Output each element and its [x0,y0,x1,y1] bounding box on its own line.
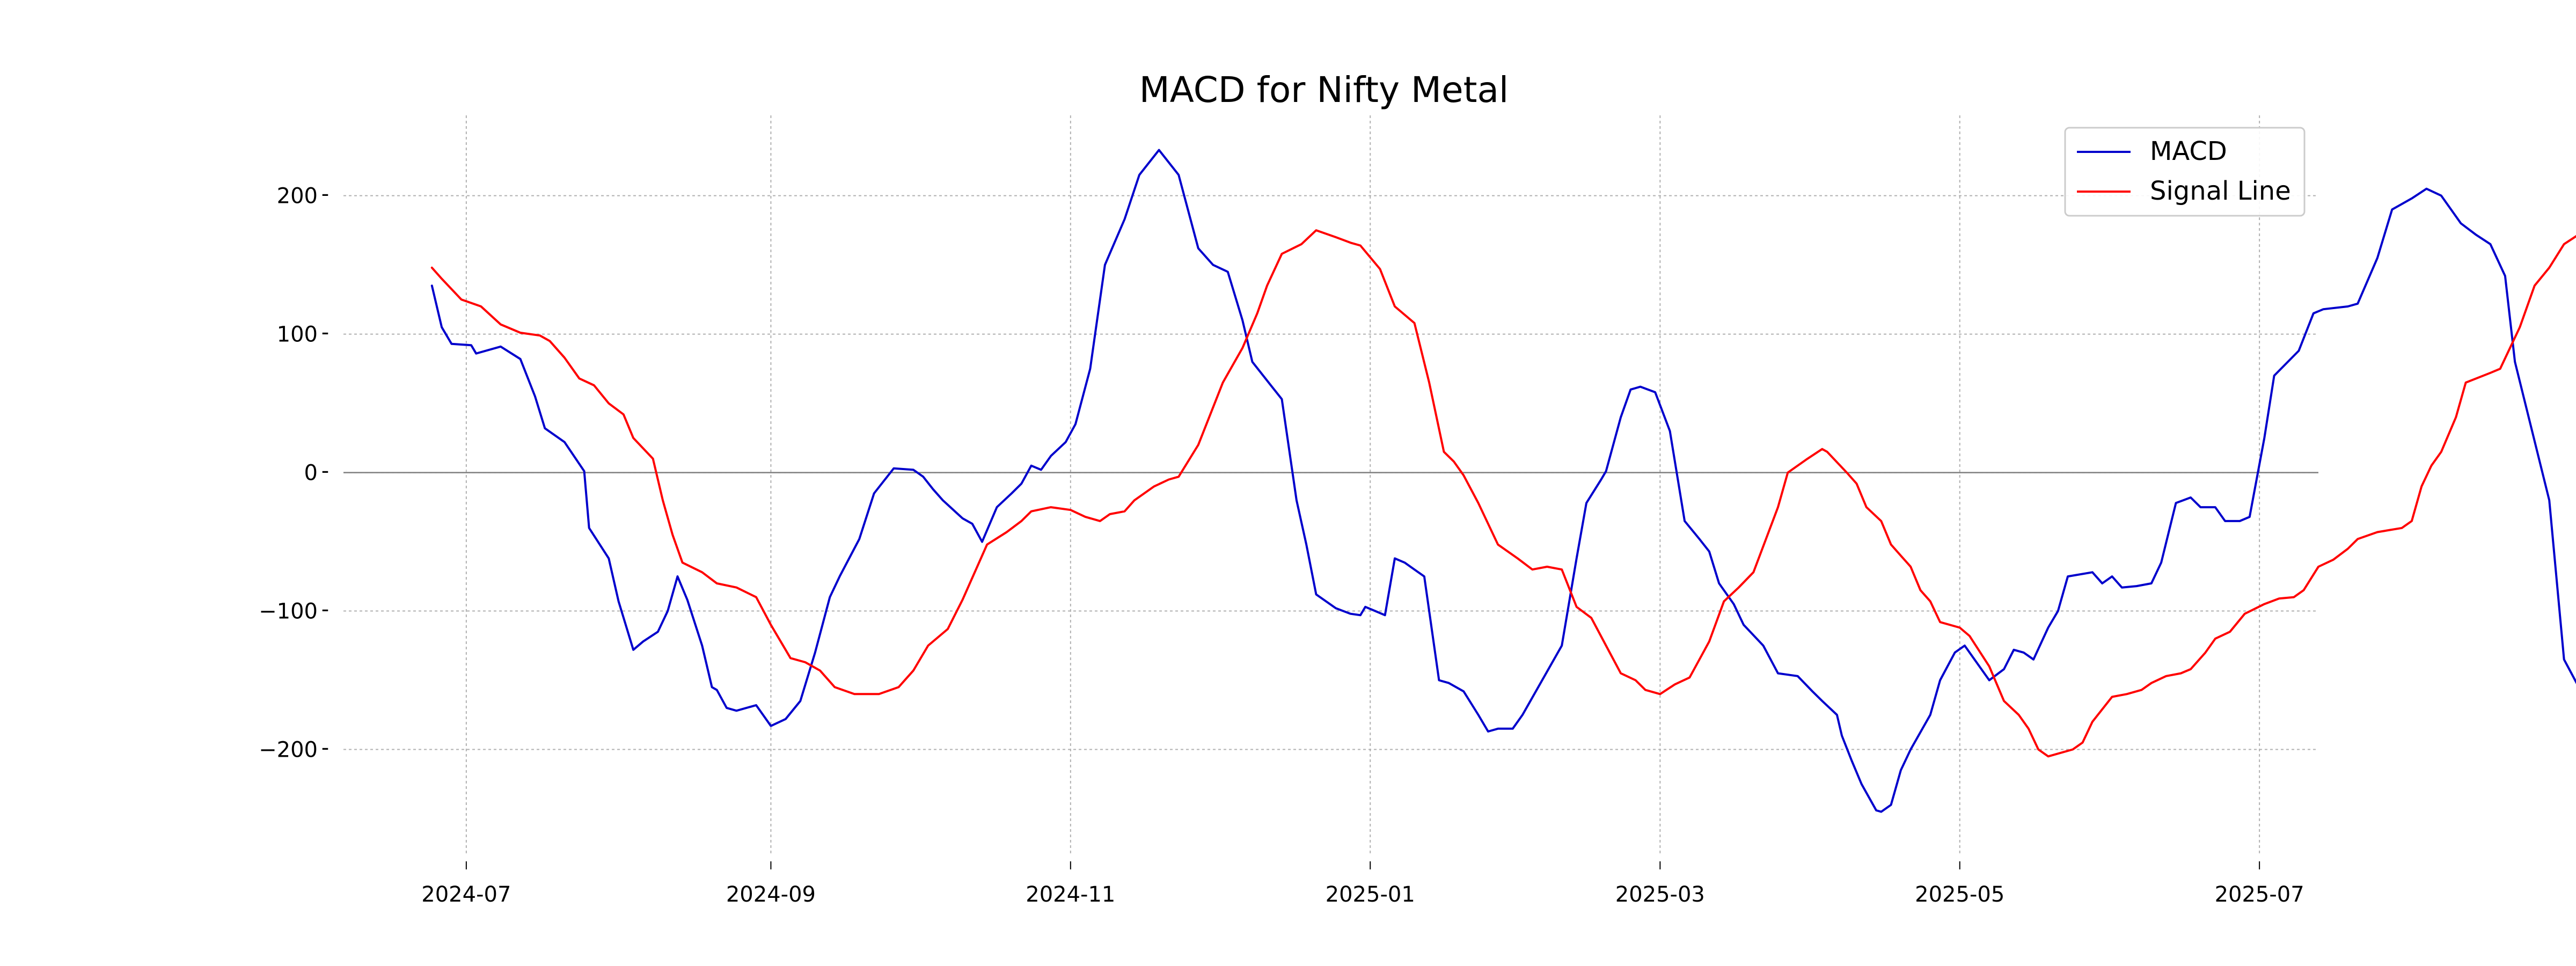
x-tick-label: 2024-07 [421,882,511,907]
x-tick-label: 2024-09 [726,882,816,907]
series-line-signal-line [430,229,2576,758]
y-tick-label: 100 [277,323,318,347]
y-tick-mark: - [321,320,329,345]
x-tick-label: 2025-07 [2215,882,2304,907]
x-tick-label: 2024-11 [1026,882,1115,907]
legend-box [2064,127,2306,217]
axis-layer: 200 -100 -0 -−100 -−200 -2024-07 2024-09 2024-1… [259,182,2304,907]
x-tick-label: 2025-01 [1326,882,1415,907]
y-tick-mark: - [321,459,329,484]
y-tick-mark: - [321,597,329,622]
y-tick-label: −200 [259,738,318,763]
y-tick-mark: - [321,182,329,207]
y-tick-label: −100 [259,599,318,624]
series-layer [430,149,2576,813]
y-tick-label: 0 [304,461,318,486]
y-tick-mark: - [321,736,329,760]
legend-label: Signal Line [2150,176,2291,206]
x-tick-label: 2025-05 [1915,882,2004,907]
y-tick-label: 200 [277,184,318,209]
x-tick-label: 2025-03 [1615,882,1705,907]
legend-label: MACD [2150,136,2227,166]
series-line-macd [430,149,2576,813]
grid-layer [343,115,2318,853]
chart-title: MACD for Nifty Metal [1139,69,1509,111]
legend: MACD Signal Line [2064,127,2306,217]
